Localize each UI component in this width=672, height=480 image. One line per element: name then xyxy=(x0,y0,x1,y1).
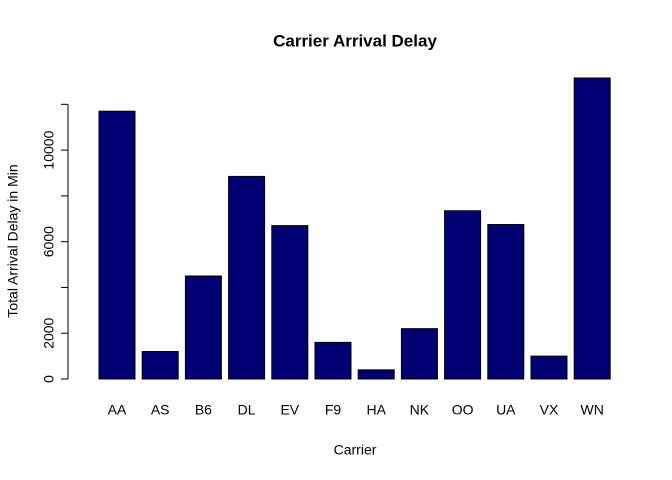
y-tick-label: 0 xyxy=(41,375,57,383)
bar xyxy=(400,328,438,380)
bar xyxy=(271,225,309,380)
x-tick-label: DL xyxy=(238,402,256,418)
bar xyxy=(444,210,482,380)
x-tick-label: AS xyxy=(151,402,170,418)
x-tick-label: HA xyxy=(366,402,386,418)
bar xyxy=(98,110,136,380)
bar xyxy=(530,355,568,380)
x-tick-label: WN xyxy=(581,402,604,418)
bar xyxy=(184,275,222,380)
x-tick-label: OO xyxy=(452,402,474,418)
bar xyxy=(141,351,179,380)
x-tick-label: AA xyxy=(108,402,127,418)
bar xyxy=(573,77,611,380)
bar xyxy=(314,341,352,380)
chart-title: Carrier Arrival Delay xyxy=(273,31,437,50)
x-tick-label: F9 xyxy=(325,402,342,418)
y-tick-label: 2000 xyxy=(41,317,57,348)
y-tick-label: 6000 xyxy=(41,226,57,257)
x-tick-label: B6 xyxy=(195,402,212,418)
x-axis-label: Carrier xyxy=(334,442,377,458)
x-tick-label: NK xyxy=(410,402,430,418)
bar xyxy=(228,175,266,380)
bar xyxy=(357,369,395,380)
y-tick-label: 10000 xyxy=(41,130,57,169)
x-tick-label: VX xyxy=(540,402,559,418)
y-axis-label: Total Arrival Delay in Min xyxy=(5,164,21,317)
bar xyxy=(487,223,525,380)
x-tick-label: UA xyxy=(496,402,516,418)
x-tick-label: EV xyxy=(280,402,299,418)
